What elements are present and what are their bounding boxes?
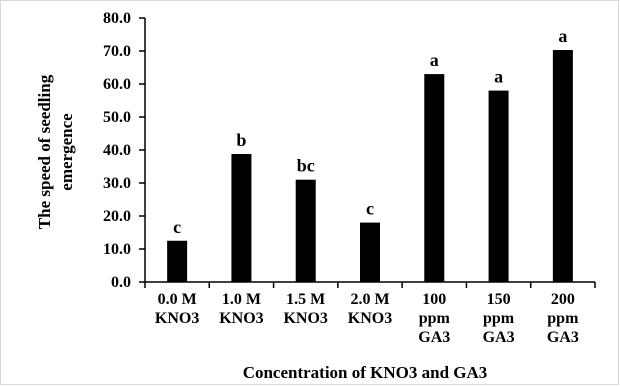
y-tick-label: 70.0 (103, 43, 131, 60)
y-axis-title-line: emergence (57, 113, 76, 191)
x-tick-label: 200 (551, 291, 575, 308)
y-tick-label: 40.0 (103, 142, 131, 159)
bar (488, 90, 509, 282)
x-tick-label: 1.0 M (222, 291, 261, 308)
x-tick-label: GA3 (483, 329, 515, 346)
significance-letter: c (173, 217, 181, 237)
x-tick-label: 1.5 M (286, 291, 325, 308)
y-axis-ticks: 0.0 10.0 20.0 30.0 40.0 50.0 60.0 70.0 80.0 (103, 10, 145, 291)
y-tick-label: 80.0 (103, 10, 131, 27)
x-axis-ticks: 0.0 M KNO3 1.0 M KNO3 1.5 M KNO3 2.0 M KNO3 100 p… (144, 282, 596, 346)
x-tick-label: 100 (422, 291, 446, 308)
bar (295, 179, 316, 282)
x-tick-label: KNO3 (348, 310, 392, 327)
x-tick-label: 0.0 M (158, 291, 197, 308)
x-tick-label: 2.0 M (350, 291, 389, 308)
bars (167, 50, 573, 283)
bar (552, 50, 573, 283)
y-tick-label: 50.0 (103, 109, 131, 126)
x-tick-label: 150 (487, 291, 511, 308)
bar (231, 153, 252, 282)
y-tick-label: 10.0 (103, 241, 131, 258)
y-tick-label: 0.0 (111, 274, 131, 291)
bar (424, 74, 445, 282)
x-tick-label: GA3 (418, 329, 450, 346)
bar (360, 222, 380, 282)
significance-letter: a (558, 26, 567, 46)
x-tick-label: KNO3 (219, 310, 263, 327)
x-tick-label: KNO3 (283, 310, 327, 327)
significance-letters: c b bc c a a a (173, 26, 567, 237)
x-tick-label: ppm (483, 310, 515, 327)
significance-letter: bc (297, 156, 315, 176)
x-axis-title: Concentration of KNO3 and GA3 (243, 363, 488, 382)
x-tick-label: ppm (547, 310, 579, 327)
y-axis-title: The speed of seedling emergence (35, 74, 76, 229)
y-tick-label: 20.0 (103, 208, 131, 225)
significance-letter: a (494, 67, 503, 87)
x-tick-label: KNO3 (155, 310, 199, 327)
significance-letter: a (430, 50, 439, 70)
significance-letter: b (236, 130, 246, 150)
significance-letter: c (366, 199, 374, 219)
y-tick-label: 60.0 (103, 76, 131, 93)
x-tick-label: GA3 (547, 329, 579, 346)
y-axis-title-line: The speed of seedling (35, 74, 54, 229)
bar (167, 240, 188, 282)
x-tick-label: ppm (419, 310, 451, 327)
y-tick-label: 30.0 (103, 175, 131, 192)
